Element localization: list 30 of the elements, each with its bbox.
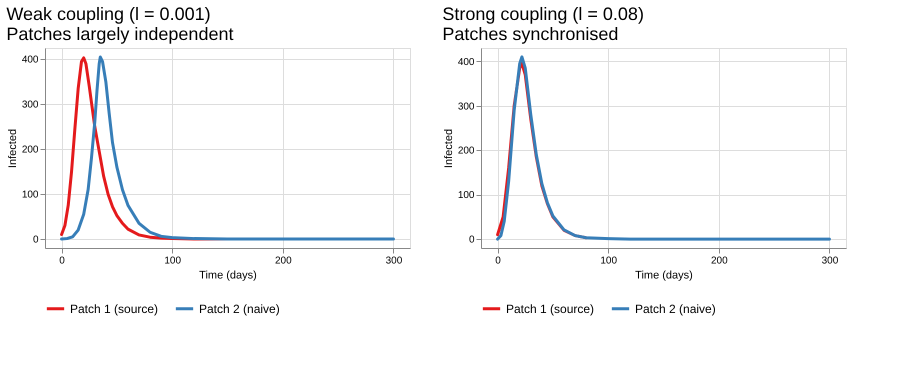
x-axis-title: Time (days): [635, 270, 693, 282]
x-tick-label: 200: [274, 256, 292, 266]
y-tick-label: 100: [22, 190, 39, 201]
x-tick-label: 100: [164, 256, 182, 266]
line-series: [496, 55, 831, 241]
y-tick-label: 400: [22, 54, 39, 66]
x-tick-label: 200: [710, 256, 728, 266]
legend-label: Patch 2 (naive): [635, 302, 716, 316]
line-series: [60, 55, 395, 241]
x-tick-label: 0: [495, 256, 502, 266]
y-tick-label: 200: [458, 146, 475, 157]
x-tick-label: 300: [822, 256, 839, 266]
legend-label: Patch 1 (source): [506, 302, 594, 316]
y-tick-label: 200: [22, 144, 39, 156]
y-tick-label: 300: [458, 101, 475, 112]
chart-title: Weak coupling (l = 0.001) Patches largely independent: [6, 4, 234, 44]
y-axis-title: Infected: [6, 128, 19, 168]
x-tick-label: 0: [59, 256, 66, 266]
y-tick-label: 300: [22, 100, 39, 111]
y-axis-title: Infected: [442, 128, 455, 168]
y-tick-label: 100: [458, 190, 475, 202]
chart-title: Strong coupling (l = 0.08) Patches synchronised: [442, 4, 644, 44]
y-tick-label: 0: [32, 234, 39, 246]
x-tick-label: 100: [600, 256, 618, 266]
x-axis-title: Time (days): [199, 270, 257, 282]
legend-label: Patch 2 (naive): [199, 302, 280, 316]
x-tick-label: 300: [386, 256, 403, 266]
legend-label: Patch 1 (source): [70, 302, 158, 316]
y-tick-label: 0: [468, 234, 475, 246]
y-tick-label: 400: [458, 56, 475, 68]
